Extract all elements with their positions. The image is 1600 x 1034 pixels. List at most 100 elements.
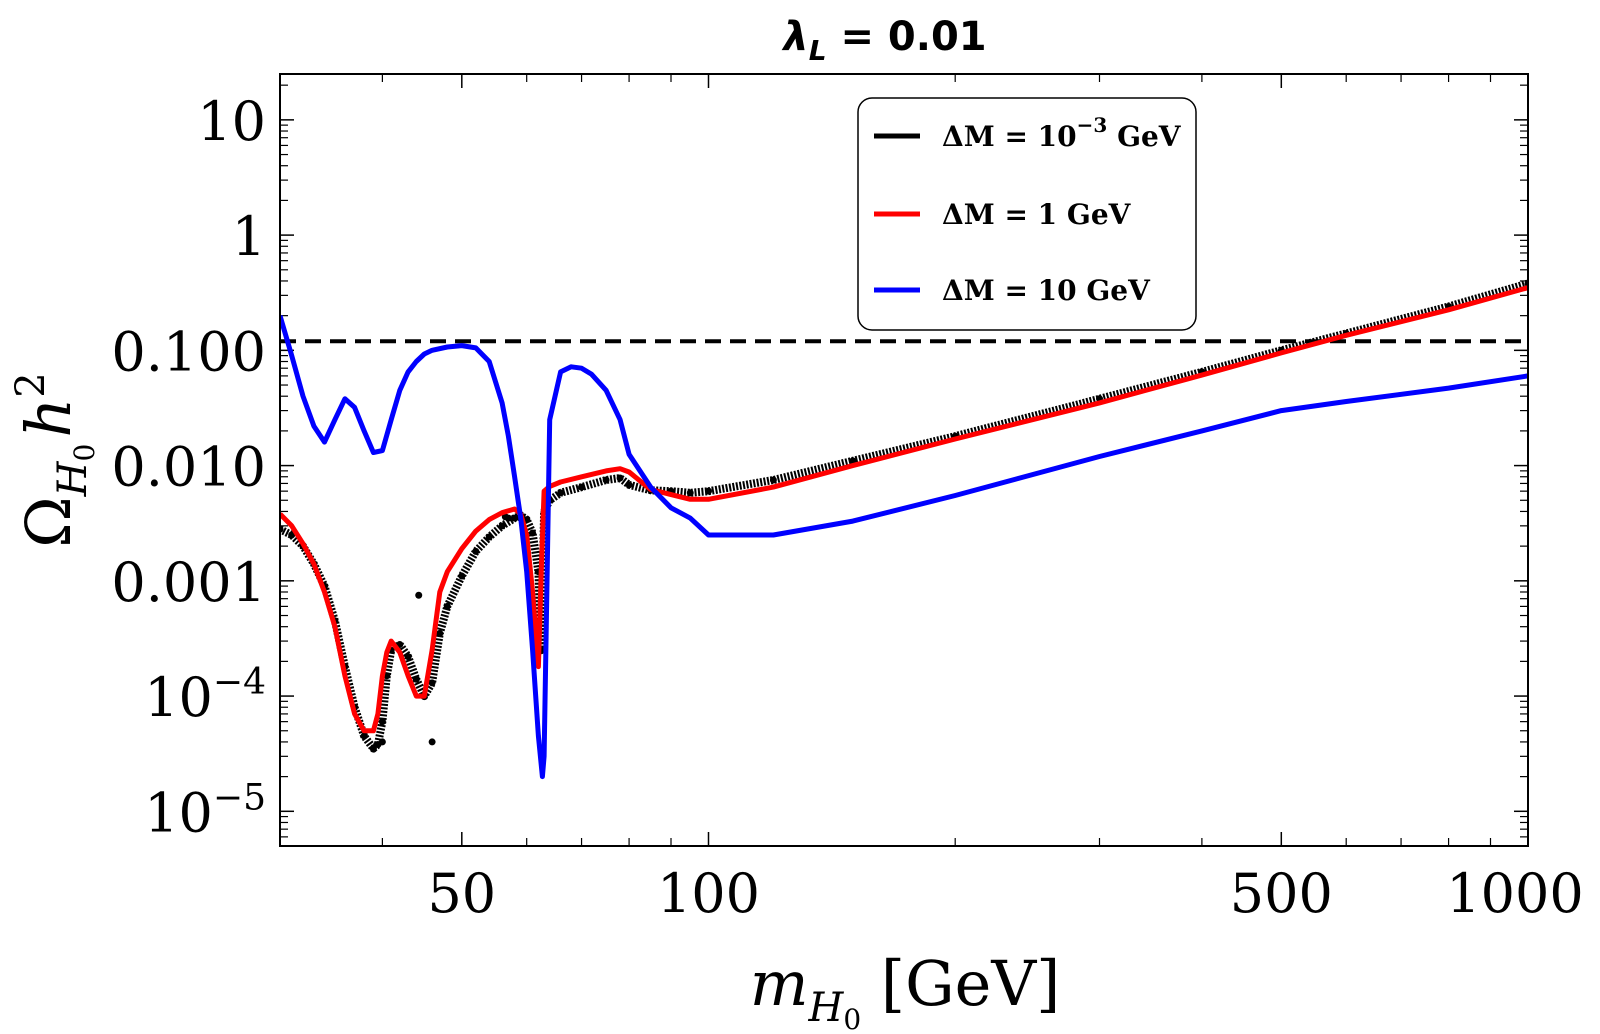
data-point (501, 511, 503, 514)
data-point (628, 471, 630, 473)
data-point (852, 464, 854, 467)
data-point (488, 518, 490, 521)
data-point (605, 470, 607, 472)
data-point (628, 453, 630, 456)
data-point (428, 738, 436, 746)
data-point (537, 735, 540, 737)
data-point (625, 481, 633, 489)
data-point (616, 474, 624, 482)
y-label-symbol: Ω (12, 496, 85, 547)
data-point (360, 732, 368, 740)
data-point (559, 371, 562, 373)
data-point (458, 572, 466, 580)
data-point (404, 653, 412, 661)
y-label-h: h (12, 398, 85, 438)
data-point (529, 529, 537, 537)
data-point (334, 625, 336, 628)
data-point (302, 395, 304, 398)
series-line-dm-1e-3 (280, 279, 1528, 753)
data-point (363, 430, 365, 432)
data-point (412, 675, 420, 683)
data-point (602, 476, 610, 484)
title-symbol: λ (781, 14, 808, 60)
x-axis-label: mH0 [GeV] (750, 947, 1061, 1034)
data-point (525, 570, 528, 573)
data-point (1447, 308, 1450, 311)
data-point (578, 483, 586, 491)
data-point (605, 389, 607, 392)
series-dm-1e-3-scatter (378, 513, 512, 746)
data-point (390, 640, 392, 642)
data-point (537, 665, 540, 668)
y-tick-label: 0.001 (111, 551, 266, 614)
data-point (381, 674, 384, 677)
data-point (302, 542, 304, 545)
data-point (398, 651, 401, 654)
y-tick-label: 10−5 (144, 777, 266, 844)
legend-entry-dm-1e-3: ΔM = 10−3 GeV (874, 113, 1182, 153)
data-point (313, 563, 315, 565)
data-point (559, 481, 562, 483)
data-point (772, 486, 775, 488)
data-point (670, 493, 672, 496)
x-label-subscript: H (808, 985, 845, 1031)
data-point (443, 602, 451, 610)
data-point (704, 487, 712, 495)
data-point (290, 525, 293, 527)
data-point (670, 507, 672, 509)
data-point (407, 674, 409, 677)
y-tick-label: 0.100 (111, 320, 266, 383)
legend: ΔM = 10−3 GeV ΔM = 1 GeV ΔM = 10 GeV (857, 97, 1197, 331)
data-point (446, 570, 449, 573)
data-point (415, 695, 418, 697)
data-point (1098, 455, 1101, 458)
series-dm-1 (280, 285, 1528, 734)
x-axis: 50 100 500 1000 (427, 74, 1584, 925)
x-label-symbol: m (750, 947, 809, 1020)
y-label-subsub: 0 (68, 444, 101, 462)
y-tick-label: 0.010 (111, 436, 266, 499)
data-point (369, 745, 377, 753)
data-point (323, 591, 326, 593)
series-line-dm-10 (280, 314, 1528, 780)
data-point (436, 629, 444, 637)
data-point (649, 486, 652, 488)
data-point (288, 531, 296, 539)
y-axis: 10−5 10−4 0.001 0.010 0.100 1 10 (111, 90, 1528, 844)
data-point (461, 547, 463, 550)
data-point (323, 441, 326, 443)
plot-frame (279, 73, 1529, 847)
y-tick-label: 10−4 (144, 662, 266, 729)
data-point (772, 534, 775, 536)
data-point (407, 371, 409, 373)
data-point (513, 475, 516, 478)
x-tick-label: 1000 (1446, 862, 1583, 925)
y-tick-label: 1 (232, 205, 266, 268)
data-point (543, 490, 545, 492)
data-point (423, 353, 426, 355)
y-label-subscript: H (50, 460, 96, 497)
data-point (540, 570, 543, 573)
data-point (390, 418, 392, 421)
data-point (519, 517, 522, 519)
data-point (415, 591, 423, 599)
data-point (438, 591, 441, 593)
data-point (531, 591, 534, 593)
series-layer (280, 279, 1528, 780)
data-point (363, 729, 365, 732)
data-point (1280, 352, 1283, 354)
data-point (485, 533, 493, 541)
data-point (428, 679, 436, 687)
data-point (1201, 430, 1203, 432)
data-point (353, 406, 356, 409)
data-point (344, 674, 346, 677)
data-point (954, 494, 956, 497)
x-tick-label: 100 (657, 862, 760, 925)
title-subscript: L (809, 34, 827, 67)
data-point (504, 514, 512, 522)
data-point (954, 438, 956, 440)
data-point (548, 418, 551, 421)
data-point (619, 467, 621, 470)
chart-title: λL = 0.01 (781, 14, 986, 67)
data-point (769, 476, 777, 484)
